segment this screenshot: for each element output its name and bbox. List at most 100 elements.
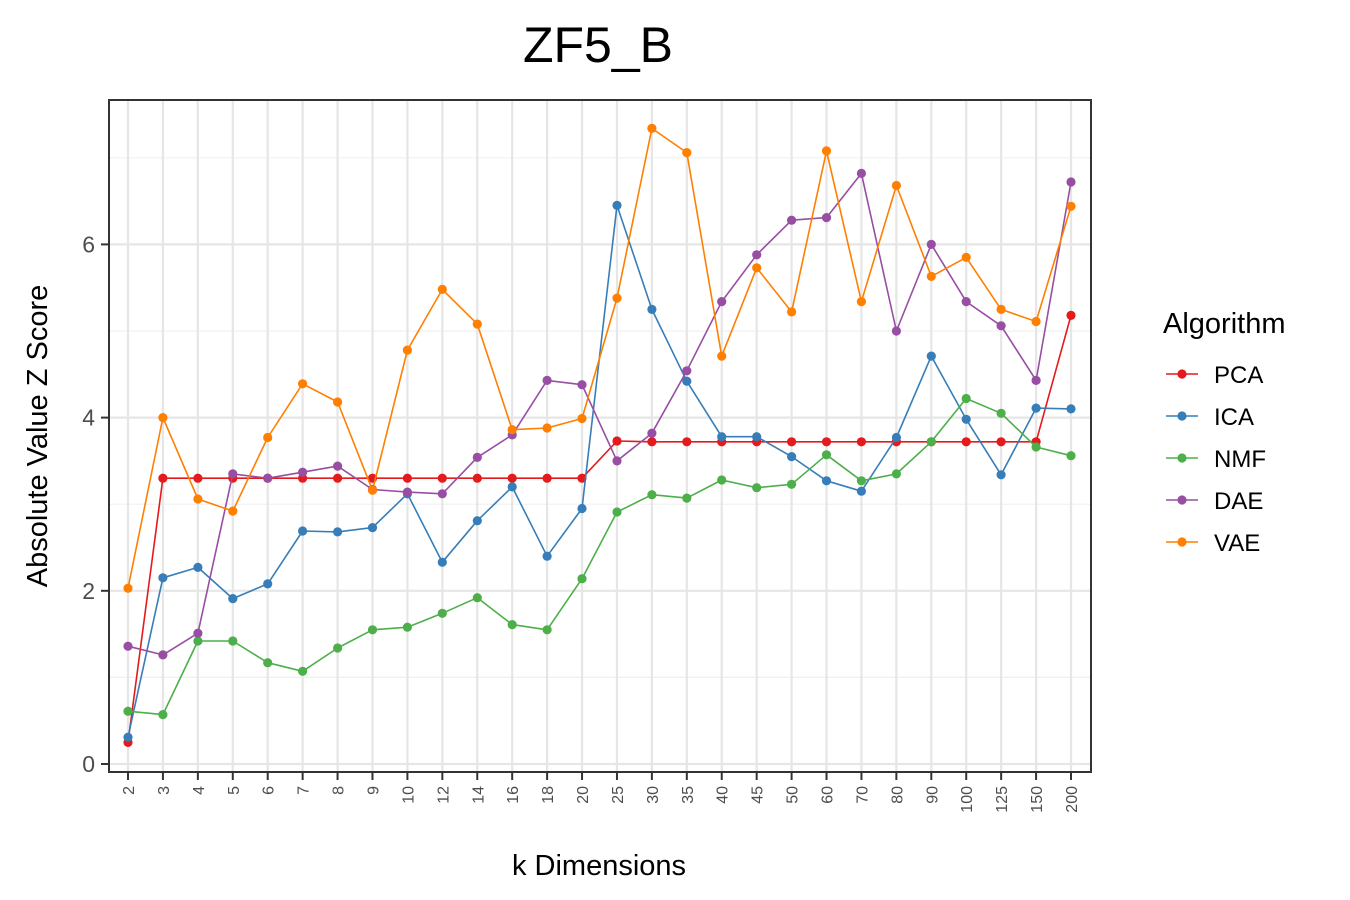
point-vae (298, 379, 308, 389)
point-pca (856, 437, 867, 447)
point-dae (298, 467, 308, 477)
point-ica (752, 432, 762, 442)
point-pca (577, 473, 587, 483)
x-tick-label: 2 (121, 786, 138, 795)
x-axis: 2 3 4 5 6 7 8 9 10 12 14 16 18 20 25 30 35 40 45 50 60 70 80 90… (121, 772, 1081, 813)
point-vae (612, 293, 622, 303)
x-tick-label: 25 (610, 786, 627, 804)
x-tick-label: 30 (645, 786, 662, 804)
point-dae (717, 297, 727, 307)
legend-item-pca: PCA (1166, 362, 1263, 389)
point-nmf (647, 490, 657, 500)
point-vae (647, 123, 657, 133)
y-tick-label: 0 (82, 751, 95, 777)
point-ica (437, 557, 447, 567)
point-dae (787, 215, 797, 225)
point-vae (263, 432, 273, 443)
y-tick-label: 4 (82, 405, 95, 431)
legend-key-point (1177, 453, 1187, 463)
point-vae (926, 271, 936, 281)
point-nmf (682, 493, 692, 503)
point-pca (612, 436, 622, 446)
point-nmf (856, 476, 867, 486)
point-pca (821, 437, 832, 447)
point-vae (228, 506, 238, 516)
point-ica (333, 527, 343, 537)
legend-label: ICA (1214, 404, 1254, 431)
x-tick-label: 90 (924, 786, 941, 804)
legend-item-nmf: NMF (1166, 446, 1266, 473)
point-nmf (437, 608, 447, 618)
point-ica (263, 579, 273, 589)
series-nmf (123, 393, 1076, 720)
point-dae (402, 487, 412, 497)
point-dae (752, 250, 762, 260)
point-nmf (1066, 451, 1076, 461)
y-tick-label: 2 (82, 578, 95, 604)
point-nmf (263, 658, 273, 668)
point-vae (158, 413, 168, 423)
point-nmf (577, 574, 587, 584)
point-ica (1031, 403, 1041, 413)
series-line-vae (127, 127, 1072, 589)
point-ica (472, 516, 482, 526)
series-line-ica (127, 204, 1072, 738)
point-vae (402, 345, 412, 355)
point-nmf (402, 622, 412, 632)
y-tick-label: 6 (82, 231, 95, 257)
point-pca (647, 437, 657, 447)
point-pca (542, 473, 552, 483)
point-pca (961, 437, 971, 447)
point-pca (158, 473, 168, 483)
point-vae (961, 252, 971, 262)
x-tick-label: 40 (715, 786, 732, 804)
point-pca (507, 473, 517, 483)
point-ica (228, 594, 238, 604)
point-pca (682, 437, 692, 447)
point-ica (298, 526, 308, 536)
legend-label: NMF (1214, 446, 1266, 473)
point-nmf (158, 710, 168, 720)
point-nmf (821, 450, 832, 460)
point-ica (542, 551, 552, 561)
point-pca (333, 473, 343, 483)
point-dae (961, 297, 971, 307)
point-dae (682, 366, 692, 376)
series-pca (123, 310, 1076, 748)
x-tick-label: 50 (785, 786, 802, 804)
legend: Algorithm PCA ICA NMF DAE VAE (1163, 308, 1286, 557)
point-dae (472, 452, 482, 462)
point-vae (787, 307, 797, 317)
point-nmf (996, 408, 1006, 418)
series-vae (123, 123, 1076, 593)
point-ica (1066, 404, 1076, 414)
point-nmf (961, 393, 971, 404)
point-vae (821, 146, 832, 156)
point-ica (787, 452, 797, 462)
x-tick-label: 35 (680, 786, 697, 804)
point-nmf (926, 437, 936, 447)
x-tick-label: 18 (540, 786, 557, 804)
point-ica (577, 503, 587, 514)
x-tick-label: 9 (365, 786, 382, 795)
point-nmf (717, 475, 727, 485)
x-tick-label: 100 (959, 786, 976, 813)
point-dae (1066, 177, 1076, 187)
plot-border (108, 99, 1092, 773)
point-pca (437, 473, 447, 483)
chart-title: ZF5_B (523, 17, 673, 73)
legend-item-dae: DAE (1166, 488, 1263, 515)
x-tick-label: 14 (470, 786, 487, 804)
point-vae (437, 284, 447, 294)
point-ica (856, 486, 867, 496)
point-vae (367, 485, 378, 495)
x-tick-label: 6 (261, 786, 278, 795)
point-vae (891, 180, 902, 191)
point-nmf (507, 620, 517, 630)
point-vae (333, 397, 343, 407)
x-tick-label: 16 (505, 786, 522, 804)
point-vae (507, 425, 517, 435)
legend-key-point (1177, 495, 1187, 505)
legend-label: DAE (1214, 488, 1263, 515)
point-nmf (612, 507, 622, 517)
